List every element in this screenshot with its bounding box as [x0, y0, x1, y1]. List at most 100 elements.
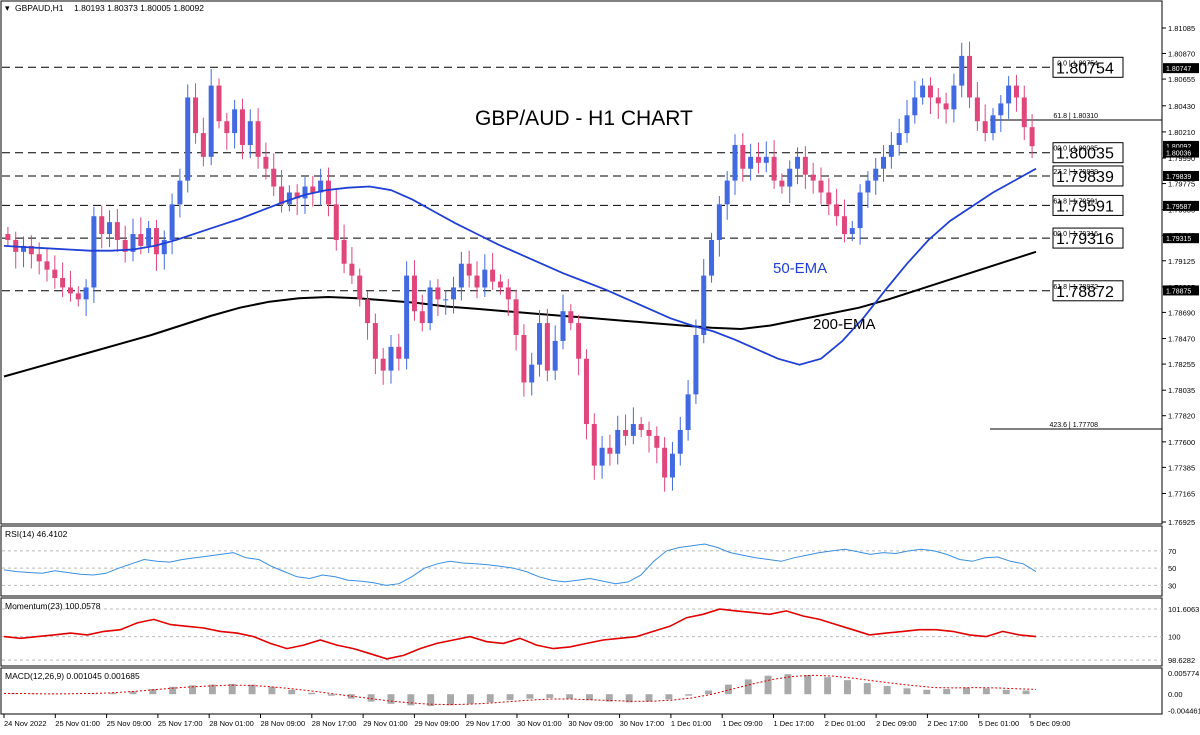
candle-body — [107, 222, 113, 235]
main-panel — [0, 0, 1163, 525]
rsi-label: RSI(14) 46.4102 — [5, 529, 68, 539]
price-tag-label: 1.80747 — [1166, 66, 1191, 73]
candle-body — [615, 429, 621, 454]
candle-body — [404, 275, 410, 359]
candle-body — [685, 394, 691, 430]
candle-body — [411, 275, 417, 312]
candle-body — [239, 109, 245, 145]
candle-body — [286, 192, 292, 205]
price-tag — [1163, 200, 1199, 211]
time-tick-label: 30 Nov 01:00 — [517, 719, 562, 728]
candle-body — [396, 346, 402, 359]
time-tick-label: 28 Nov 01:00 — [209, 719, 254, 728]
candle-body — [990, 115, 996, 134]
candle-body — [802, 156, 808, 175]
candle-body — [544, 323, 550, 371]
level-box — [1052, 56, 1124, 78]
momentum-panel — [0, 597, 1163, 667]
candle-body — [466, 263, 472, 276]
macd-level-label: -0.004461 — [1168, 707, 1200, 716]
price-tick-label: 1.77165 — [1168, 490, 1195, 499]
candle-body — [959, 55, 965, 86]
candle-body — [974, 97, 980, 122]
symbol-icon: ▾ — [5, 3, 10, 13]
level-label: 1.80035 — [1056, 146, 1114, 163]
candle-body — [630, 424, 636, 436]
chart-title: GBP/AUD - H1 CHART — [475, 107, 693, 130]
candle-body — [474, 275, 480, 288]
candle-body — [380, 358, 386, 371]
momentum-line — [3, 608, 1037, 660]
candle-body — [771, 156, 777, 181]
candle-body — [177, 180, 183, 205]
candle-body — [419, 311, 425, 324]
level-label: 1.79839 — [1056, 169, 1114, 186]
candle-body — [826, 192, 832, 205]
candle-body — [216, 85, 222, 122]
level-box — [1052, 194, 1124, 216]
candle-body — [146, 228, 152, 246]
candle-body — [185, 97, 191, 181]
ema50-line — [3, 167, 1037, 366]
candle-body — [732, 144, 738, 181]
fib-label: 61.8 | 1.80310 — [1053, 113, 1098, 120]
candle-body — [638, 424, 644, 430]
candle-body — [1021, 97, 1027, 128]
candle-body — [849, 228, 855, 235]
candle-body — [83, 287, 89, 300]
level-box — [1052, 142, 1124, 164]
candle-body — [130, 234, 136, 252]
candle-body — [623, 429, 629, 436]
candle-body — [599, 447, 605, 466]
rsi-level-label: 70 — [1168, 547, 1176, 556]
time-tick-label: 29 Nov 09:00 — [414, 719, 459, 728]
candle-body — [693, 334, 699, 395]
candle-body — [365, 299, 371, 324]
fib-label: 00.0 | 1.79316 — [1053, 231, 1098, 238]
candle-body — [920, 85, 926, 98]
candle-body — [99, 216, 105, 235]
candle-body — [21, 245, 27, 252]
macd-level-label: 0.00 — [1168, 690, 1183, 699]
price-tag — [1163, 140, 1199, 151]
candle-body — [318, 180, 324, 193]
fib-label: 0.0 | 1.80754 — [1057, 60, 1098, 67]
candle-body — [169, 204, 175, 240]
price-tick-label: 1.79125 — [1168, 257, 1195, 266]
candle-body — [505, 287, 511, 300]
candle-body — [865, 180, 871, 193]
candle-body — [208, 85, 214, 157]
time-tick-label: 2 Dec 17:00 — [927, 719, 967, 728]
candle-body — [552, 340, 558, 371]
candle-body — [677, 429, 683, 454]
candle-body — [724, 180, 730, 205]
candle-body — [927, 85, 933, 98]
candle-body — [583, 358, 589, 425]
time-tick-label: 29 Nov 01:00 — [363, 719, 408, 728]
time-tick-label: 1 Dec 01:00 — [671, 719, 711, 728]
time-tick-label: 30 Nov 17:00 — [620, 719, 665, 728]
candle-body — [607, 447, 613, 454]
candle-body — [740, 144, 746, 169]
price-tick-label: 1.77385 — [1168, 463, 1195, 472]
candle-body — [529, 364, 535, 383]
candle-body — [490, 269, 496, 282]
candle-body — [75, 293, 81, 300]
price-tick-label: 1.79775 — [1168, 180, 1195, 189]
macd-level-label: 0.005774 — [1168, 669, 1199, 678]
candle-body — [779, 180, 785, 187]
macd-signal-line — [4, 674, 1037, 706]
candle-body — [36, 254, 42, 262]
candle-body — [224, 121, 230, 134]
candle-body — [904, 115, 910, 134]
rsi-panel — [0, 525, 1163, 597]
ema200-line — [3, 250, 1037, 378]
candle-body — [755, 156, 761, 163]
candle-body — [1006, 85, 1012, 104]
symbol-label: GBPAUD,H1 — [15, 3, 64, 13]
candle-body — [896, 133, 902, 145]
candle-body — [709, 239, 715, 276]
candle-body — [372, 323, 378, 359]
candle-body — [443, 299, 449, 301]
